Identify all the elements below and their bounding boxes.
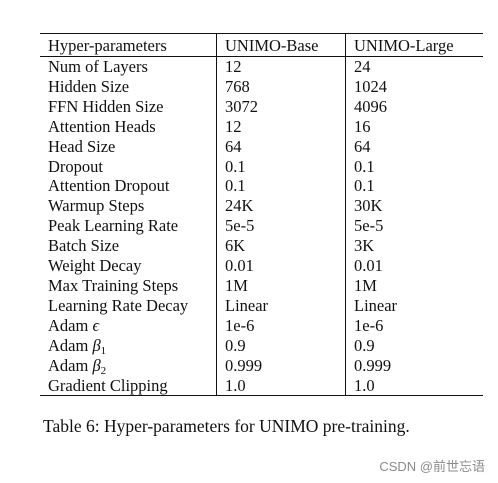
table-row: Adam β2 0.999 0.999 — [40, 355, 483, 377]
unimo-base-cell: 0.01 — [216, 256, 346, 276]
unimo-base-cell: 768 — [216, 76, 346, 97]
unimo-large-cell: 16 — [345, 116, 483, 137]
unimo-base-cell: 12 — [216, 116, 346, 137]
param-name-cell: Attention Heads — [48, 116, 156, 136]
table-row: Batch Size 6K 3K — [40, 236, 483, 257]
unimo-base-cell: 1e-6 — [216, 315, 346, 336]
unimo-large-cell: 1M — [345, 275, 483, 296]
unimo-large-cell: 4096 — [345, 96, 483, 117]
unimo-base-cell: 64 — [216, 136, 346, 157]
unimo-base-cell: 6K — [216, 236, 346, 257]
unimo-large-cell: 0.01 — [345, 256, 483, 276]
hyperparameter-table: Hyper-parameters UNIMO-Base UNIMO-Large … — [40, 33, 483, 397]
unimo-large-cell: 30K — [345, 196, 483, 217]
unimo-base-cell: Linear — [216, 295, 346, 316]
param-name-cell: Dropout — [48, 156, 103, 176]
param-name-cell: Max Training Steps — [48, 275, 179, 295]
unimo-base-cell: 5e-5 — [216, 216, 346, 237]
param-name-cell: Attention Dropout — [48, 176, 170, 196]
unimo-large-cell: 0.999 — [345, 355, 483, 376]
unimo-base-cell: 3072 — [216, 96, 346, 117]
unimo-large-cell: 64 — [345, 136, 483, 157]
unimo-base-cell: 0.9 — [216, 335, 346, 356]
unimo-large-cell: 5e-5 — [345, 216, 483, 237]
param-name-cell: Num of Layers — [48, 57, 148, 76]
table-row: Head Size 64 64 — [40, 136, 483, 157]
param-name-cell: Weight Decay — [48, 256, 142, 276]
unimo-large-cell: 0.1 — [345, 176, 483, 197]
param-name-cell: Hidden Size — [48, 76, 130, 96]
param-name-cell: Peak Learning Rate — [48, 216, 179, 236]
param-name-cell: Warmup Steps — [48, 196, 145, 216]
param-name-cell: Adam ϵ — [48, 315, 100, 335]
param-name-cell: Learning Rate Decay — [48, 295, 189, 315]
unimo-base-cell: 1M — [216, 275, 346, 296]
unimo-base-cell: 0.999 — [216, 355, 346, 376]
param-name-cell: Head Size — [48, 136, 116, 156]
unimo-large-cell: 0.1 — [345, 156, 483, 177]
header-hyper-parameters: Hyper-parameters — [40, 33, 217, 57]
unimo-large-cell: 24 — [345, 56, 483, 77]
unimo-large-cell: 1024 — [345, 76, 483, 97]
table-header-row: Hyper-parameters UNIMO-Base UNIMO-Large — [40, 33, 483, 57]
table-row: Learning Rate Decay Linear Linear — [40, 295, 483, 316]
unimo-large-cell: 1e-6 — [345, 315, 483, 336]
table-row: Attention Heads 12 16 — [40, 116, 483, 137]
table-row: Peak Learning Rate 5e-5 5e-5 — [40, 216, 483, 237]
table-row: FFN Hidden Size 3072 4096 — [40, 96, 483, 117]
csdn-watermark: CSDN @前世忘语 — [379, 459, 485, 474]
table-row: Adam β1 0.9 0.9 — [40, 335, 483, 357]
param-name-cell: Batch Size — [48, 236, 120, 256]
table-row: Num of Layers 12 24 — [40, 56, 483, 77]
unimo-large-cell: 3K — [345, 236, 483, 257]
table-caption: Table 6: Hyper-parameters for UNIMO pre-… — [43, 416, 410, 436]
table-row: Adam ϵ 1e-6 1e-6 — [40, 315, 483, 336]
table-row: Attention Dropout 0.1 0.1 — [40, 176, 483, 197]
header-unimo-large: UNIMO-Large — [345, 33, 483, 57]
table-row: Dropout 0.1 0.1 — [40, 156, 483, 177]
table-row: Gradient Clipping 1.0 1.0 — [40, 375, 483, 397]
param-name-cell: Adam β2 — [48, 355, 107, 377]
unimo-large-cell: 1.0 — [345, 375, 483, 397]
param-name-cell: Gradient Clipping — [40, 375, 217, 397]
param-name-cell: FFN Hidden Size — [48, 96, 164, 116]
header-unimo-base: UNIMO-Base — [216, 33, 346, 57]
unimo-base-cell: 1.0 — [216, 375, 346, 397]
unimo-base-cell: 0.1 — [216, 176, 346, 197]
table-row: Weight Decay 0.01 0.01 — [40, 256, 483, 276]
table-row: Warmup Steps 24K 30K — [40, 196, 483, 217]
unimo-base-cell: 24K — [216, 196, 346, 217]
unimo-large-cell: 0.9 — [345, 335, 483, 356]
param-name-cell: Adam β1 — [48, 335, 107, 357]
table-row: Hidden Size 768 1024 — [40, 76, 483, 97]
table-row: Max Training Steps 1M 1M — [40, 275, 483, 296]
unimo-base-cell: 0.1 — [216, 156, 346, 177]
unimo-large-cell: Linear — [345, 295, 483, 316]
unimo-base-cell: 12 — [216, 56, 346, 77]
